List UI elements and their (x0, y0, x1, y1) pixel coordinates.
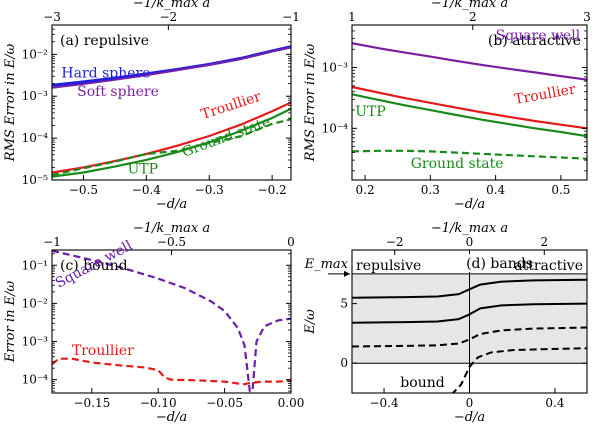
y-axis-label: Error in E/ω (3, 280, 18, 363)
series-square-well (52, 250, 291, 393)
y-tick-label: 5 (340, 297, 348, 311)
x-tick-label: −0.3 (195, 183, 224, 197)
panel-c: −0.15 −0.10 −0.05 0.00 10⁻⁴ 10⁻³ 10⁻² 10⁻¹ −1 −0.… (3, 221, 304, 425)
x-tick-label: 0.3 (421, 183, 440, 197)
top-tick-label: −2 (160, 10, 178, 24)
repulsive-label: repulsive (356, 258, 421, 274)
y-tick-label: 10⁻⁵ (22, 173, 49, 187)
top-tick-label: 1 (348, 10, 356, 24)
y-tick-label: 10⁻⁴ (322, 121, 349, 135)
series-band-1 (442, 347, 587, 393)
top-tick-label: 3 (583, 10, 591, 24)
x-tick-label: −0.15 (73, 396, 110, 410)
x-tick-label: −0.4 (132, 183, 162, 197)
emax-label: E_max (304, 257, 349, 272)
series-label: Troullier (513, 81, 577, 108)
series-label: Ground state (180, 114, 273, 161)
panel-d: −0.4 0 0.4 0 5 −2 0 2 −d/a −1/k_max a E/ω (d) bands… (303, 221, 588, 425)
series-label: Ground state (411, 156, 504, 172)
axes-frame (351, 24, 588, 181)
x-tick-label: 0.4 (545, 396, 564, 410)
top-tick-label: 2 (540, 235, 548, 249)
series-label: Troullier (72, 343, 134, 359)
top-axis-label: −1/k_max a (133, 221, 210, 236)
emax-arrowhead (344, 270, 350, 277)
top-tick-label: −3 (43, 10, 61, 24)
panel-label-bg (464, 254, 535, 272)
y-tick-label: 10⁻³ (22, 335, 49, 349)
series-troullier (352, 85, 587, 130)
y-tick-label: 10⁻³ (22, 89, 49, 103)
series-utp (52, 107, 291, 178)
series-soft-sphere (52, 46, 291, 89)
bound-label: bound (400, 375, 444, 391)
top-axis-label: −1/k_max a (431, 221, 508, 236)
series-band-4 (352, 278, 587, 299)
series-ground-state (52, 118, 291, 177)
y-tick-label: 10⁻³ (322, 61, 349, 75)
y-tick-label: 10⁻⁴ (22, 131, 49, 145)
y-tick-label: 10⁻² (22, 296, 49, 310)
top-tick-label: 2 (469, 10, 477, 24)
top-tick-label: −2 (386, 235, 404, 249)
series-utp (352, 93, 587, 138)
x-axis-label: −d/a (454, 197, 485, 212)
top-tick-label: −1 (282, 10, 300, 24)
top-axis-label: −1/k_max a (133, 0, 210, 11)
series-label: UTP (127, 162, 158, 178)
series-troullier (52, 101, 291, 174)
series-band-3 (352, 302, 587, 324)
x-tick-label: −0.4 (369, 396, 399, 410)
x-tick-label: 0.00 (278, 396, 305, 410)
panel-label: (c) bound (60, 258, 128, 274)
y-axis-label: RMS Error in E/ω (303, 43, 318, 162)
top-tick-label: 0 (466, 235, 474, 249)
y-tick-label: 10⁻² (22, 47, 49, 61)
y-axis-label: E/ω (303, 309, 318, 335)
series-label: Square well (496, 28, 581, 44)
x-tick-label: −0.2 (258, 183, 287, 197)
x-tick-label: 0.5 (551, 183, 570, 197)
top-tick-label: 0 (287, 235, 295, 249)
x-tick-label: −0.05 (206, 396, 243, 410)
y-tick-label: 10⁻¹ (22, 258, 48, 272)
attractive-label: attractive (514, 258, 583, 274)
series-square-well (352, 42, 587, 81)
x-axis-label: −d/a (156, 197, 187, 212)
series-label: Soft sphere (77, 84, 159, 100)
panel-b: 0.2 0.3 0.4 0.5 10⁻⁴ 10⁻³ 1 2 3 −d/a −1/k_max a RMS… (303, 0, 591, 212)
series-label: Hard sphere (61, 65, 150, 81)
x-tick-label: −0.10 (140, 396, 177, 410)
top-tick-label: −0.5 (157, 235, 186, 249)
top-tick-label: −1 (43, 235, 61, 249)
panel-label: (b) attractive (488, 33, 581, 49)
top-axis-label: −1/k_max a (431, 0, 508, 11)
x-axis-label: −d/a (454, 410, 485, 425)
x-tick-label: 0.4 (486, 183, 505, 197)
x-axis-label: −d/a (156, 410, 187, 425)
x-tick-label: 0 (466, 396, 474, 410)
x-tick-label: −0.5 (69, 183, 98, 197)
panel-label: (d) bands (466, 256, 533, 272)
series-troullier (52, 357, 291, 386)
y-tick-label: 10⁻⁴ (22, 373, 49, 387)
panel-label: (a) repulsive (60, 33, 149, 49)
panel-a: −0.5 −0.4 −0.3 −0.2 10⁻⁵ 10⁻⁴ 10⁻³ 10⁻² −3 −2 −1 −d… (3, 0, 300, 212)
series-label: UTP (355, 104, 386, 120)
series-ground-state (352, 149, 587, 160)
x-tick-label: 0.2 (356, 183, 375, 197)
y-tick-label: 0 (340, 356, 348, 370)
y-axis-label: RMS Error in E/ω (3, 43, 18, 162)
